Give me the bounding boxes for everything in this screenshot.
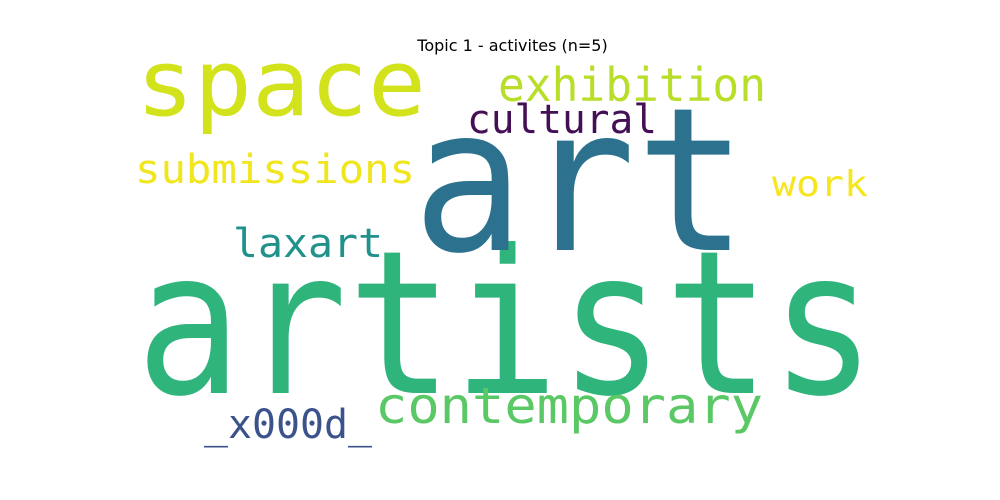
- word-submissions: submissions: [135, 147, 415, 193]
- word-artists: artists: [136, 208, 876, 441]
- word-exhibition: exhibition: [498, 58, 766, 112]
- figure-title: Topic 1 - activites (n=5): [417, 36, 608, 55]
- word-cultural: cultural: [467, 97, 657, 143]
- word-x000d: _x000d_: [204, 402, 373, 448]
- word-space: space: [136, 30, 426, 137]
- word-art: art: [413, 65, 748, 298]
- word-contemporary: contemporary: [375, 377, 763, 435]
- word-laxart: laxart: [233, 221, 383, 267]
- word-work: work: [772, 164, 868, 205]
